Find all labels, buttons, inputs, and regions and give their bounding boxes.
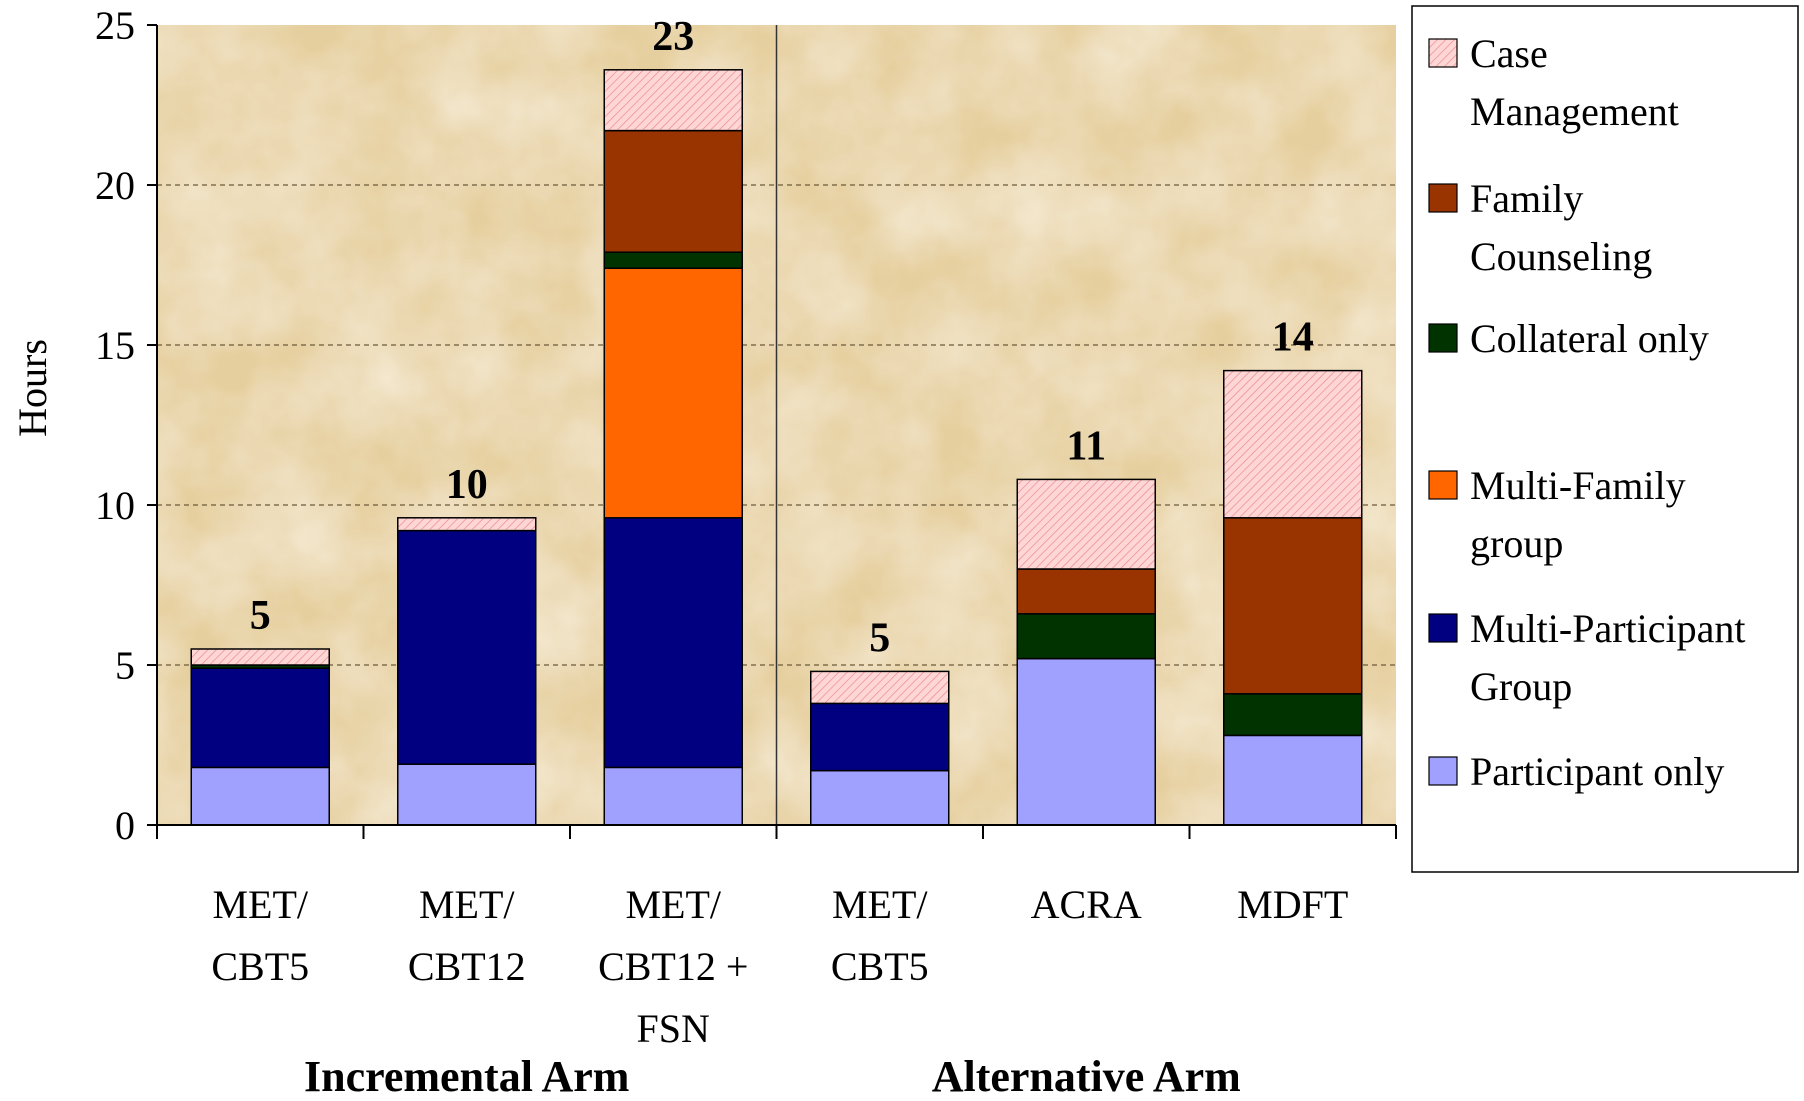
legend-entry: Participant only <box>1470 749 1724 794</box>
legend-swatch <box>1428 183 1458 213</box>
bar-total-label: 10 <box>446 462 488 508</box>
bar-total-label: 5 <box>250 593 271 639</box>
gridlines <box>157 25 1396 825</box>
bar-segment-participant-only <box>1223 734 1363 826</box>
category-label: MET/CBT12 + FSN <box>598 882 748 1051</box>
bar-segment-case-management <box>603 69 743 132</box>
y-axis-title: Hours <box>10 339 55 437</box>
bar-total-label: 11 <box>1066 423 1106 469</box>
legend-box <box>1411 5 1799 873</box>
bar-segment-family-counseling <box>1016 568 1156 615</box>
bar-segment-multi-participant-group <box>810 702 950 772</box>
bar-segment-family-counseling <box>1223 517 1363 695</box>
category-label: MET/CBT5 <box>831 882 929 989</box>
labels: 5 10 23 5 11 14 0 5 10 15 20 25 MET/CBT5 MET/CBT12 MET… <box>95 3 1348 1101</box>
bar-segment-multi-participant-group <box>603 517 743 769</box>
y-tick-label: 5 <box>115 643 135 688</box>
legend-swatch <box>1428 756 1458 786</box>
category-label: MET/CBT12 <box>408 882 526 989</box>
bar-total-label: 14 <box>1272 315 1314 361</box>
bar-segment-case-management <box>810 670 950 705</box>
bar-segment-multi-family-group <box>603 267 743 519</box>
bar-total-label: 5 <box>869 615 890 661</box>
legend-swatch <box>1428 613 1458 643</box>
y-tick-label: 20 <box>95 163 135 208</box>
bar-total-label: 23 <box>652 14 694 60</box>
y-tick-label: 25 <box>95 3 135 48</box>
y-tick-label: 0 <box>115 803 135 848</box>
legend-swatch <box>1428 470 1458 500</box>
legend-entry: Family Counseling <box>1470 176 1652 279</box>
bar-segment-participant-only <box>397 763 537 826</box>
bars <box>190 69 1363 826</box>
bar-segment-case-management <box>397 517 537 532</box>
category-label: ACRA <box>1031 882 1142 927</box>
legend-entry: Collateral only <box>1470 316 1709 361</box>
bar-segment-multi-participant-group <box>397 529 537 765</box>
bar-segment-family-counseling <box>603 129 743 253</box>
legend: Case Management Family Counseling Collatera… <box>1411 5 1799 873</box>
group-label: Incremental Arm <box>304 1052 629 1101</box>
legend-swatch <box>1428 323 1458 353</box>
bar-segment-collateral-only <box>1016 613 1156 660</box>
bar-segment-case-management <box>190 648 330 666</box>
legend-entry: Case Management <box>1470 31 1679 134</box>
bar-segment-collateral-only <box>603 251 743 269</box>
bar-segment-participant-only <box>603 766 743 826</box>
bar-segment-participant-only <box>1016 657 1156 826</box>
legend-entry: Multi-Participant Group <box>1470 606 1746 709</box>
bar-segment-case-management <box>1016 478 1156 570</box>
category-label: MDFT <box>1237 882 1348 927</box>
bar-segment-collateral-only <box>1223 693 1363 737</box>
bar-segment-multi-participant-group <box>190 667 330 769</box>
bar-segment-case-management <box>1223 369 1363 519</box>
legend-swatch <box>1428 38 1458 68</box>
category-label: MET/CBT5 <box>211 882 309 989</box>
axes <box>147 24 1397 839</box>
legend-entry: Multi-Family group <box>1470 463 1686 566</box>
bar-segment-participant-only <box>810 769 950 826</box>
bar-segment-participant-only <box>190 766 330 826</box>
y-tick-label: 10 <box>95 483 135 528</box>
y-tick-label: 15 <box>95 323 135 368</box>
group-label: Alternative Arm <box>932 1052 1241 1101</box>
